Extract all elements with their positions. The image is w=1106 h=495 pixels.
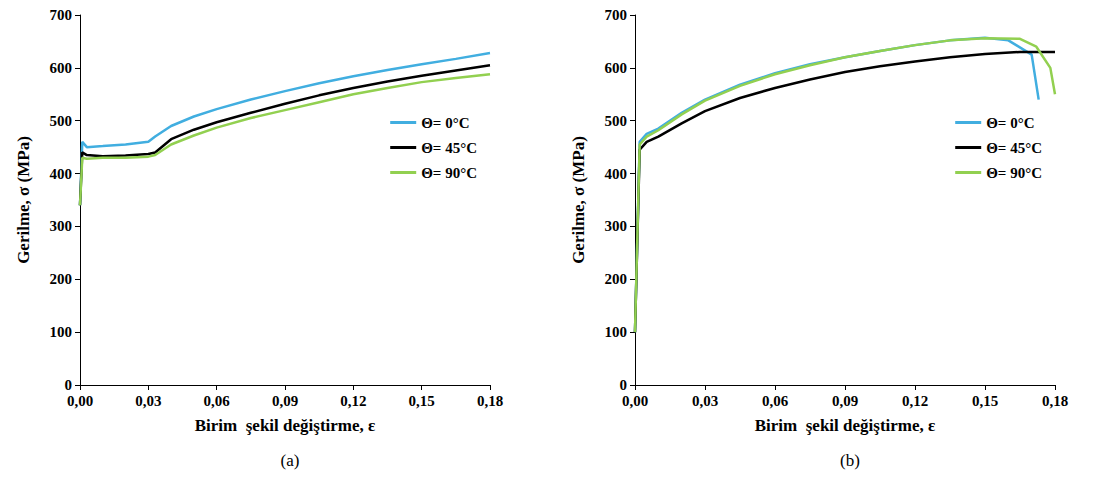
svg-text:0,00: 0,00 — [67, 393, 93, 409]
svg-text:Θ= 45°C: Θ= 45°C — [421, 140, 477, 156]
svg-text:500: 500 — [605, 113, 628, 129]
svg-text:700: 700 — [605, 7, 628, 23]
svg-text:300: 300 — [50, 218, 73, 234]
svg-text:0,06: 0,06 — [204, 393, 231, 409]
svg-text:Birim şekil değiştirme, ε: Birim şekil değiştirme, ε — [755, 416, 936, 435]
svg-text:0,09: 0,09 — [832, 393, 858, 409]
svg-text:0,09: 0,09 — [272, 393, 298, 409]
svg-text:Θ= 0°C: Θ= 0°C — [421, 115, 469, 131]
svg-text:Gerilme, σ (MPa): Gerilme, σ (MPa) — [569, 136, 588, 264]
svg-text:200: 200 — [605, 271, 628, 287]
svg-text:Gerilme, σ (MPa): Gerilme, σ (MPa) — [14, 136, 33, 264]
svg-text:0,18: 0,18 — [477, 393, 503, 409]
svg-text:Θ= 90°C: Θ= 90°C — [986, 165, 1042, 181]
svg-text:700: 700 — [50, 7, 73, 23]
svg-text:0,03: 0,03 — [135, 393, 161, 409]
svg-text:0: 0 — [65, 377, 73, 393]
svg-text:Θ= 90°C: Θ= 90°C — [421, 165, 477, 181]
svg-text:0,12: 0,12 — [902, 393, 928, 409]
svg-text:0,06: 0,06 — [762, 393, 789, 409]
svg-text:500: 500 — [50, 113, 73, 129]
svg-text:600: 600 — [605, 60, 628, 76]
svg-text:0: 0 — [620, 377, 628, 393]
svg-text:0,12: 0,12 — [340, 393, 366, 409]
svg-text:300: 300 — [605, 218, 628, 234]
svg-text:0,18: 0,18 — [1042, 393, 1068, 409]
svg-text:400: 400 — [605, 166, 628, 182]
svg-text:0,15: 0,15 — [409, 393, 435, 409]
svg-text:0,00: 0,00 — [622, 393, 648, 409]
svg-text:200: 200 — [50, 271, 73, 287]
svg-text:100: 100 — [50, 324, 73, 340]
svg-text:Birim şekil değiştirme, ε: Birim şekil değiştirme, ε — [195, 416, 376, 435]
svg-text:600: 600 — [50, 60, 73, 76]
svg-text:Θ= 0°C: Θ= 0°C — [986, 115, 1034, 131]
svg-text:0,15: 0,15 — [972, 393, 998, 409]
svg-text:400: 400 — [50, 166, 73, 182]
svg-text:(a): (a) — [281, 451, 300, 470]
svg-text:0,03: 0,03 — [692, 393, 718, 409]
svg-text:Θ= 45°C: Θ= 45°C — [986, 140, 1042, 156]
svg-text:(b): (b) — [840, 451, 860, 470]
svg-text:100: 100 — [605, 324, 628, 340]
